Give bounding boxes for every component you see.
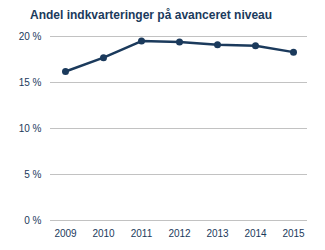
svg-text:2014: 2014 bbox=[244, 228, 267, 239]
svg-text:2009: 2009 bbox=[54, 228, 77, 239]
svg-text:2011: 2011 bbox=[131, 228, 153, 239]
svg-text:0 %: 0 % bbox=[24, 215, 41, 226]
svg-text:2015: 2015 bbox=[282, 228, 305, 239]
svg-text:5 %: 5 % bbox=[24, 169, 41, 180]
svg-text:2010: 2010 bbox=[92, 228, 115, 239]
html-text:Andel indkvarteringer på avanc: Andel indkvarteringer på avanceret nivea… bbox=[30, 8, 273, 22]
svg-text:20 %: 20 % bbox=[19, 31, 42, 42]
svg-text:10 %: 10 % bbox=[19, 123, 42, 134]
svg-text:15 %: 15 % bbox=[19, 77, 42, 88]
svg-text:2012: 2012 bbox=[168, 228, 191, 239]
svg-text:2013: 2013 bbox=[206, 228, 229, 239]
